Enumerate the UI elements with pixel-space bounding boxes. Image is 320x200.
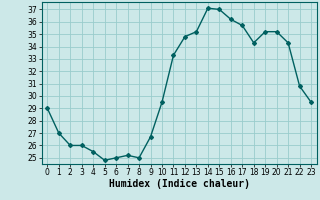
X-axis label: Humidex (Indice chaleur): Humidex (Indice chaleur) [109, 179, 250, 189]
